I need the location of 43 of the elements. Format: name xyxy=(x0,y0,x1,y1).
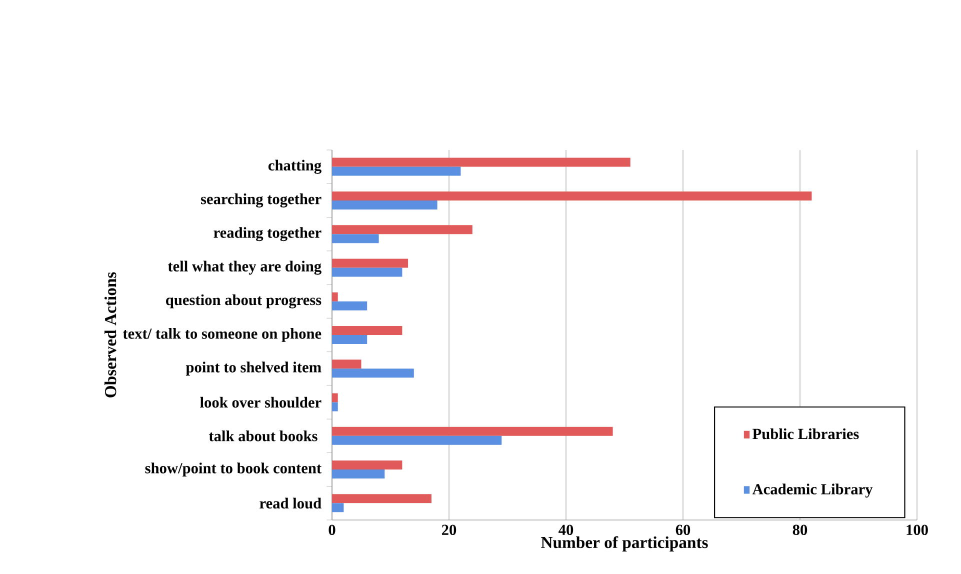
bar xyxy=(332,368,414,378)
bar xyxy=(332,268,402,277)
y-tick-label: talk about books xyxy=(208,430,318,442)
y-tick-label: question about progress xyxy=(166,294,322,308)
x-tick-label: 0 xyxy=(328,524,336,536)
bar xyxy=(332,503,344,512)
bar xyxy=(332,158,630,167)
bar xyxy=(332,258,408,268)
bar xyxy=(332,301,368,310)
bar xyxy=(332,326,402,335)
y-tick-label: look over shoulder xyxy=(200,396,322,408)
x-tick-label: 80 xyxy=(792,524,808,536)
y-tick-label: text/ talk to someone on phone xyxy=(122,328,322,342)
bar xyxy=(332,393,338,402)
legend-label: Academic Library xyxy=(752,484,873,498)
y-tick-label: read loud xyxy=(260,498,322,509)
bar xyxy=(332,191,812,200)
y-tick-label: tell what they are doing xyxy=(168,260,322,275)
x-axis-title: Number of participants xyxy=(541,536,708,552)
bar xyxy=(332,360,362,369)
bar xyxy=(332,292,338,302)
x-tick-label: 60 xyxy=(676,524,690,536)
bar xyxy=(332,234,379,244)
bar xyxy=(332,200,438,210)
y-tick-label: searching together xyxy=(200,193,322,208)
x-tick-label: 20 xyxy=(442,524,456,536)
bar xyxy=(332,436,502,445)
x-tick-label: 40 xyxy=(558,524,574,536)
bar xyxy=(332,334,368,344)
y-tick-label: chatting xyxy=(268,160,322,174)
legend-label: Public Libraries xyxy=(752,428,859,440)
bar xyxy=(332,494,432,504)
bar xyxy=(332,460,402,470)
bar xyxy=(332,225,472,234)
bar xyxy=(332,426,613,436)
y-tick-label: show/point to book content xyxy=(145,462,322,476)
bar xyxy=(332,166,461,176)
y-axis-title: Observed Actions xyxy=(104,272,116,398)
bar xyxy=(332,402,338,412)
y-tick-label: point to shelved item xyxy=(186,362,322,376)
y-tick-label: reading together xyxy=(214,227,322,242)
x-tick-label: 100 xyxy=(906,524,928,536)
bar xyxy=(332,470,385,479)
